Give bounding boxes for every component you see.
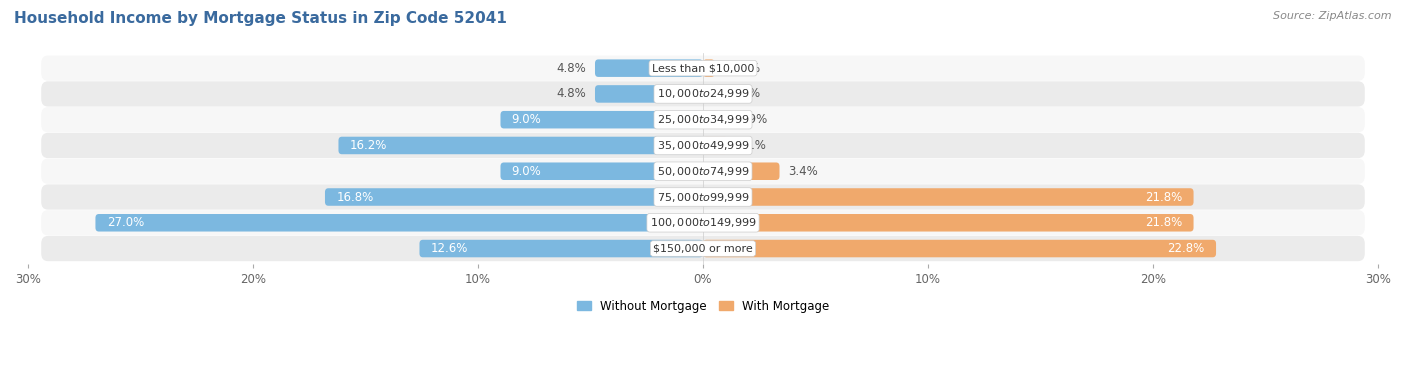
Text: $100,000 to $149,999: $100,000 to $149,999 [650, 216, 756, 229]
FancyBboxPatch shape [41, 133, 1365, 158]
FancyBboxPatch shape [595, 60, 703, 77]
FancyBboxPatch shape [41, 236, 1365, 261]
Text: $35,000 to $49,999: $35,000 to $49,999 [657, 139, 749, 152]
FancyBboxPatch shape [325, 188, 703, 206]
FancyBboxPatch shape [41, 184, 1365, 210]
Text: $10,000 to $24,999: $10,000 to $24,999 [657, 87, 749, 100]
FancyBboxPatch shape [41, 81, 1365, 107]
FancyBboxPatch shape [419, 240, 703, 257]
Text: $25,000 to $34,999: $25,000 to $34,999 [657, 113, 749, 126]
FancyBboxPatch shape [703, 60, 714, 77]
Text: $50,000 to $74,999: $50,000 to $74,999 [657, 165, 749, 178]
Text: Household Income by Mortgage Status in Zip Code 52041: Household Income by Mortgage Status in Z… [14, 11, 508, 26]
Text: 12.6%: 12.6% [430, 242, 468, 255]
Text: 4.8%: 4.8% [557, 62, 586, 75]
Text: 22.8%: 22.8% [1167, 242, 1205, 255]
FancyBboxPatch shape [703, 240, 1216, 257]
Text: 9.0%: 9.0% [512, 113, 541, 126]
Text: 4.8%: 4.8% [557, 87, 586, 100]
Text: 21.8%: 21.8% [1144, 216, 1182, 229]
Text: 3.4%: 3.4% [789, 165, 818, 178]
FancyBboxPatch shape [41, 55, 1365, 81]
Text: 27.0%: 27.0% [107, 216, 143, 229]
FancyBboxPatch shape [703, 137, 728, 154]
Text: 1.1%: 1.1% [737, 139, 766, 152]
FancyBboxPatch shape [96, 214, 703, 231]
FancyBboxPatch shape [595, 85, 703, 103]
Text: Less than $10,000: Less than $10,000 [652, 63, 754, 73]
FancyBboxPatch shape [41, 107, 1365, 132]
FancyBboxPatch shape [41, 210, 1365, 235]
Text: 16.8%: 16.8% [336, 190, 374, 204]
FancyBboxPatch shape [501, 111, 703, 129]
Text: 0.52%: 0.52% [724, 87, 761, 100]
Text: 9.0%: 9.0% [512, 165, 541, 178]
Text: 21.8%: 21.8% [1144, 190, 1182, 204]
FancyBboxPatch shape [703, 188, 1194, 206]
Text: $150,000 or more: $150,000 or more [654, 244, 752, 254]
FancyBboxPatch shape [339, 137, 703, 154]
FancyBboxPatch shape [703, 162, 779, 180]
Text: Source: ZipAtlas.com: Source: ZipAtlas.com [1274, 11, 1392, 21]
FancyBboxPatch shape [703, 85, 714, 103]
Text: 0.52%: 0.52% [724, 62, 761, 75]
FancyBboxPatch shape [703, 214, 1194, 231]
Text: 0.79%: 0.79% [730, 113, 768, 126]
Text: 16.2%: 16.2% [350, 139, 387, 152]
Legend: Without Mortgage, With Mortgage: Without Mortgage, With Mortgage [572, 295, 834, 317]
Text: $75,000 to $99,999: $75,000 to $99,999 [657, 190, 749, 204]
FancyBboxPatch shape [501, 162, 703, 180]
FancyBboxPatch shape [703, 111, 721, 129]
FancyBboxPatch shape [41, 159, 1365, 184]
